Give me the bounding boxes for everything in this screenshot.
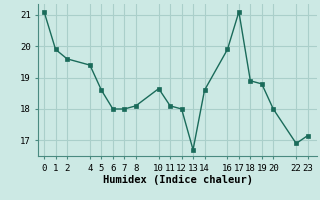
X-axis label: Humidex (Indice chaleur): Humidex (Indice chaleur) xyxy=(103,175,252,185)
